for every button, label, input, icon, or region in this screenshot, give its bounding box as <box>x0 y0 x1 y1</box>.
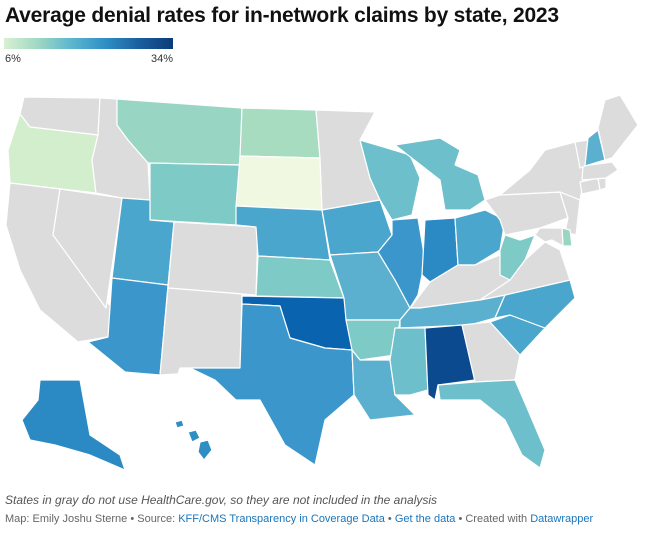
legend-min-label: 6% <box>5 53 21 65</box>
source-prefix: Map: Emily Joshu Sterne • Source: <box>5 513 176 525</box>
us-state-map <box>5 94 639 471</box>
state-WI[interactable] <box>359 139 421 221</box>
state-MS[interactable] <box>389 327 429 396</box>
map-title: Average denial rates for in-network clai… <box>5 4 559 27</box>
legend-gradient-bar <box>4 38 173 49</box>
state-NY[interactable] <box>499 141 586 201</box>
state-HI[interactable] <box>174 419 213 461</box>
state-WV[interactable] <box>499 234 536 281</box>
get-the-data-link[interactable]: Get the data <box>394 513 456 525</box>
source-suffix: • Created with <box>458 513 528 525</box>
source-link-kff[interactable]: KFF/CMS Transparency in Coverage Data <box>178 513 385 525</box>
state-MD[interactable] <box>534 227 564 247</box>
state-TX[interactable] <box>189 303 355 466</box>
state-WY[interactable] <box>149 162 241 226</box>
state-LA[interactable] <box>351 349 416 421</box>
footnote: States in gray do not use HealthCare.gov… <box>5 493 438 507</box>
source-line: Map: Emily Joshu Sterne • Source: KFF/CM… <box>5 513 593 525</box>
legend-max-label: 34% <box>150 53 173 65</box>
source-separator: • <box>387 513 392 525</box>
state-MI[interactable] <box>394 137 486 211</box>
state-CO[interactable] <box>167 221 259 296</box>
state-MA[interactable] <box>581 161 619 181</box>
state-IA[interactable] <box>321 199 393 256</box>
state-NM[interactable] <box>159 287 243 376</box>
color-legend: 6% 34% <box>4 38 173 65</box>
state-DE[interactable] <box>561 227 573 247</box>
datawrapper-link[interactable]: Datawrapper <box>530 513 594 525</box>
state-AK[interactable] <box>21 379 126 471</box>
state-RI[interactable] <box>597 177 607 191</box>
state-NV[interactable] <box>52 188 123 309</box>
state-GA[interactable] <box>461 321 521 383</box>
state-KS[interactable] <box>255 255 345 299</box>
state-FL[interactable] <box>437 379 546 469</box>
state-ND[interactable] <box>239 107 321 159</box>
state-SD[interactable] <box>235 155 323 211</box>
state-AR[interactable] <box>345 319 401 361</box>
state-ME[interactable] <box>597 94 639 161</box>
